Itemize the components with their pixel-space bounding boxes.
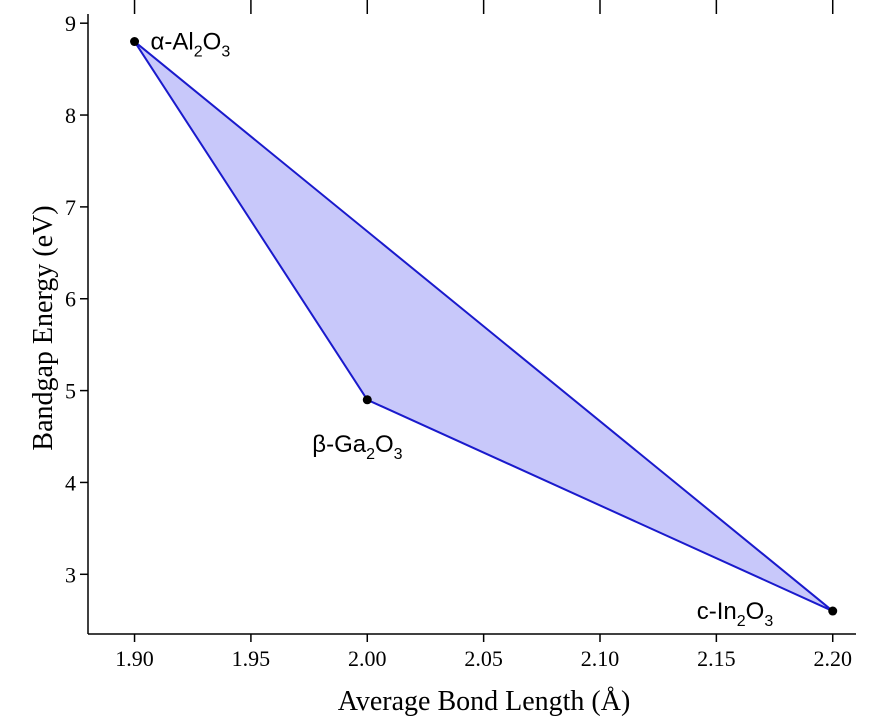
y-tick-label: 6 bbox=[65, 287, 76, 312]
x-tick-label: 2.20 bbox=[813, 646, 852, 671]
y-axis-title: Bandgap Energy (eV) bbox=[28, 205, 59, 450]
y-tick-label: 4 bbox=[65, 470, 76, 495]
bandgap-region-polygon bbox=[133, 40, 834, 612]
data-point bbox=[828, 606, 838, 616]
y-tick-label: 3 bbox=[65, 562, 76, 587]
data-point bbox=[362, 395, 372, 405]
x-tick-label: 2.15 bbox=[697, 646, 736, 671]
x-tick-label: 1.90 bbox=[115, 646, 154, 671]
x-tick-label: 2.05 bbox=[464, 646, 503, 671]
y-tick-label: 9 bbox=[65, 11, 76, 36]
y-tick-label: 7 bbox=[65, 195, 76, 220]
x-tick-label: 2.10 bbox=[581, 646, 620, 671]
axes: 1.90 1.95 2.00 2.05 2.10 2.15 2.20 3 4 5 6 7 8 9 bbox=[65, 0, 856, 671]
point-label: α-Al2O3 bbox=[151, 29, 231, 61]
point-label: c-In2O3 bbox=[697, 598, 774, 630]
x-tick-label: 1.95 bbox=[232, 646, 271, 671]
x-tick-label: 2.00 bbox=[348, 646, 387, 671]
y-tick-label: 5 bbox=[65, 379, 76, 404]
x-axis-title: Average Bond Length (Å) bbox=[338, 686, 631, 717]
point-label: β-Ga2O3 bbox=[312, 431, 402, 463]
plot-area: α-Al2O3 β-Ga2O3 c-In2O3 bbox=[130, 29, 838, 630]
y-tick-label: 8 bbox=[65, 103, 76, 128]
data-point bbox=[130, 37, 140, 47]
